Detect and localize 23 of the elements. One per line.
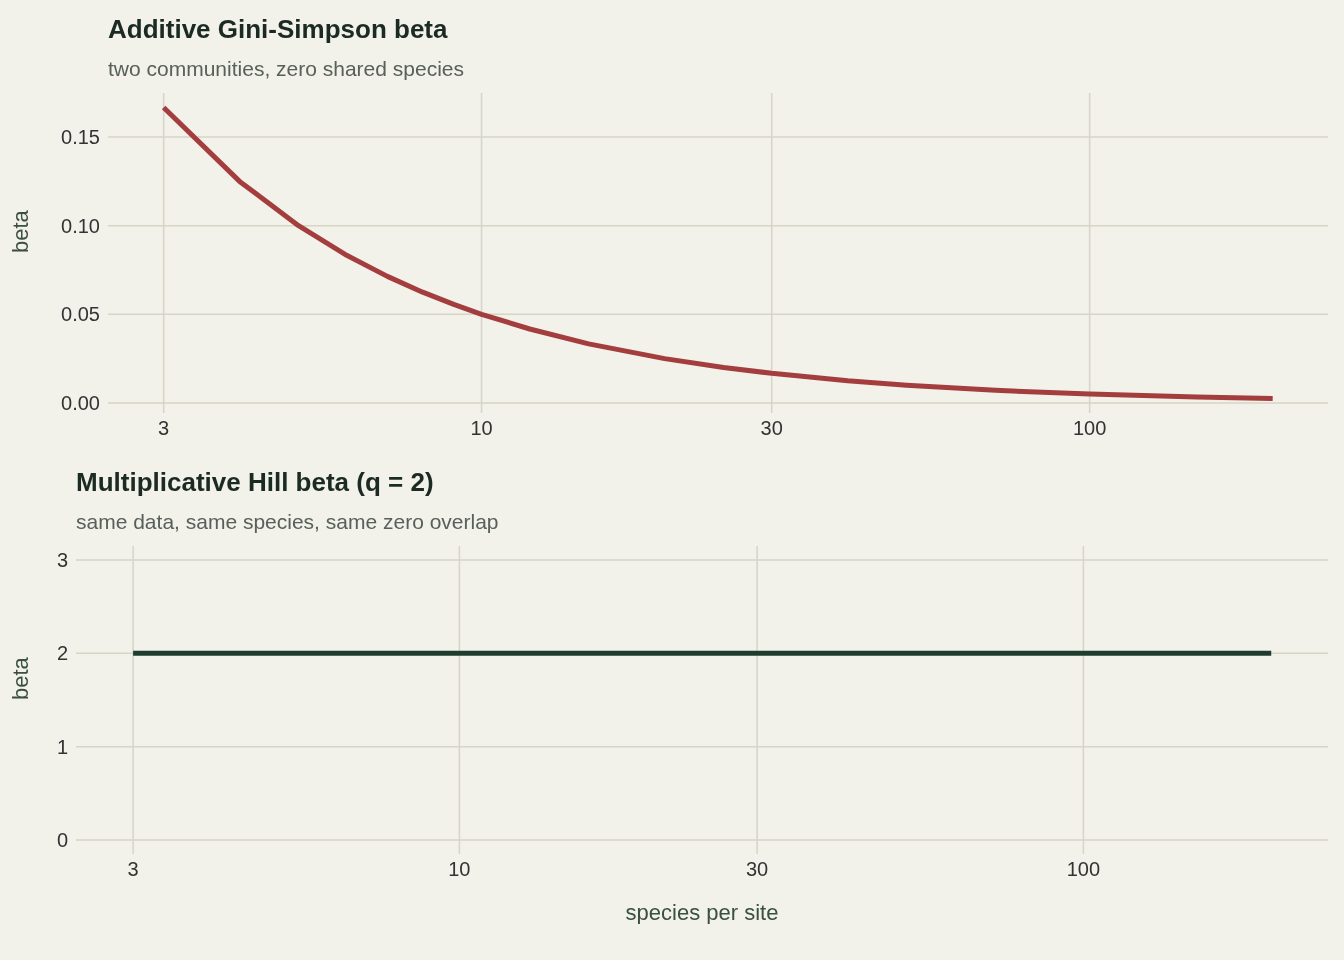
y-axis-title: beta [7,656,33,700]
y-tick-label: 0.10 [61,214,100,237]
y-tick-label: 0.00 [61,392,100,414]
y-tick-label: 0.15 [61,126,100,149]
chart-subtitle: two communities, zero shared species [108,57,465,81]
x-tick-label: 100 [1066,858,1101,881]
x-axis-title: species per site [625,900,779,925]
y-tick-label: 1 [56,735,68,758]
y-tick-label: 2 [56,642,68,665]
y-axis-title: beta [7,209,33,253]
y-tick-label: 3 [56,549,68,572]
chart-subtitle: same data, same species, same zero overlap [76,510,500,534]
x-tick-label: 100 [1072,417,1107,440]
y-tick-label: 0.05 [61,303,100,326]
x-tick-label: 3 [127,858,139,881]
chart-title: Multiplicative Hill beta (q = 2) [76,467,435,498]
x-tick-label: 10 [448,858,471,881]
x-tick-label: 30 [760,417,783,440]
x-tick-label: 30 [745,858,769,881]
y-tick-label: 0 [56,829,68,852]
x-tick-label: 3 [158,417,170,440]
x-tick-label: 10 [470,417,493,440]
chart-title: Additive Gini-Simpson beta [108,14,449,45]
